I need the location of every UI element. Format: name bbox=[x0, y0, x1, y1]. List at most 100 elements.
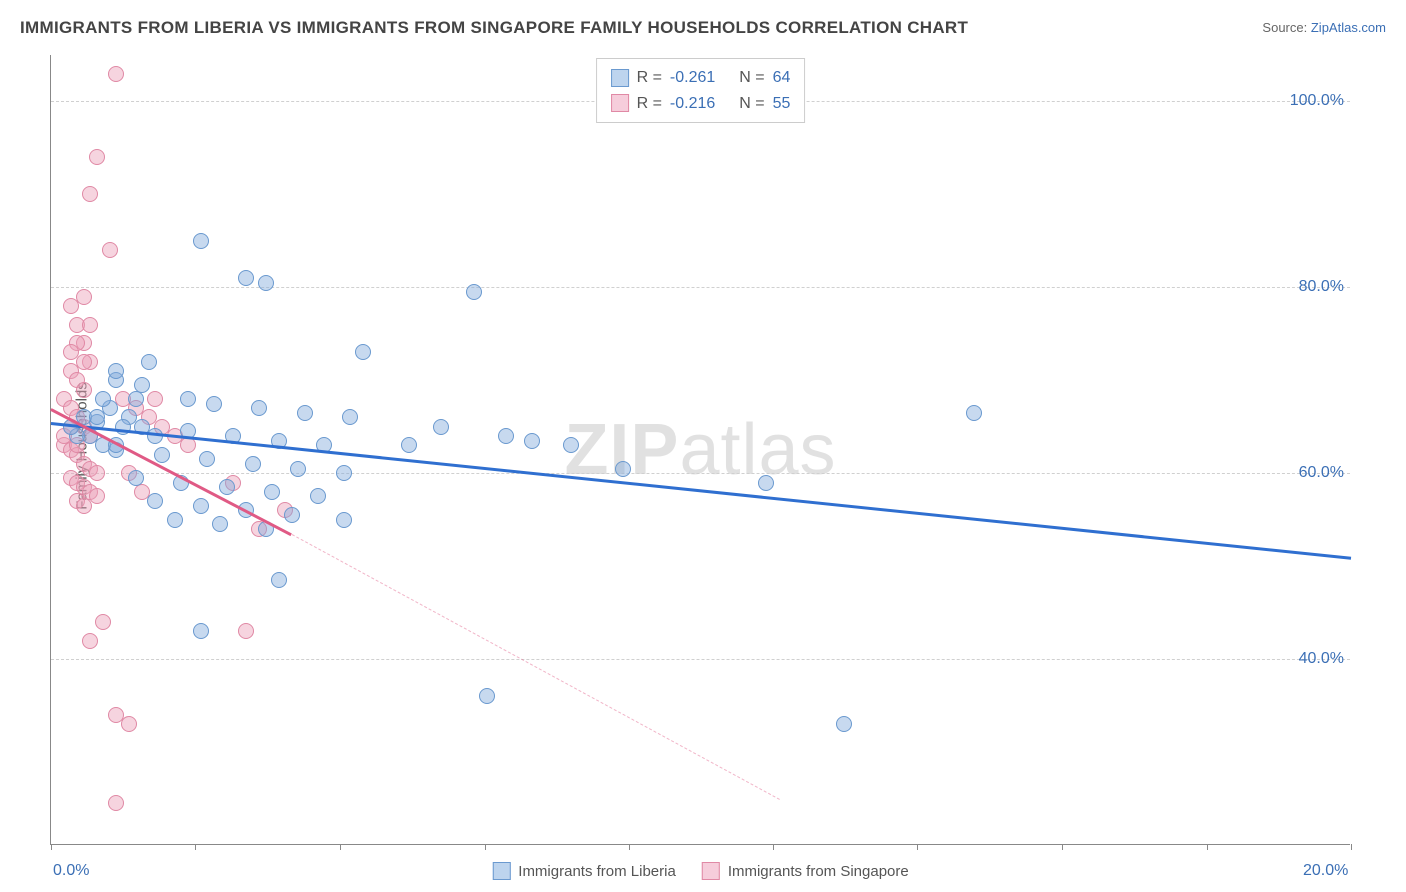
data-point[interactable] bbox=[212, 516, 228, 532]
data-point[interactable] bbox=[108, 363, 124, 379]
data-point[interactable] bbox=[271, 572, 287, 588]
data-point[interactable] bbox=[401, 437, 417, 453]
y-tick-label: 100.0% bbox=[1290, 92, 1344, 110]
n-value-liberia: 64 bbox=[773, 65, 791, 91]
data-point[interactable] bbox=[89, 409, 105, 425]
data-point[interactable] bbox=[147, 391, 163, 407]
data-point[interactable] bbox=[836, 716, 852, 732]
data-point[interactable] bbox=[95, 614, 111, 630]
data-point[interactable] bbox=[245, 456, 261, 472]
data-point[interactable] bbox=[258, 275, 274, 291]
data-point[interactable] bbox=[336, 465, 352, 481]
data-point[interactable] bbox=[193, 233, 209, 249]
data-point[interactable] bbox=[180, 391, 196, 407]
source-link[interactable]: ZipAtlas.com bbox=[1311, 20, 1386, 35]
n-value-singapore: 55 bbox=[773, 91, 791, 117]
x-tick bbox=[195, 844, 196, 850]
data-point[interactable] bbox=[238, 623, 254, 639]
data-point[interactable] bbox=[141, 354, 157, 370]
data-point[interactable] bbox=[524, 433, 540, 449]
data-point[interactable] bbox=[121, 716, 137, 732]
chart-title: IMMIGRANTS FROM LIBERIA VS IMMIGRANTS FR… bbox=[20, 18, 968, 38]
data-point[interactable] bbox=[147, 493, 163, 509]
data-point[interactable] bbox=[154, 447, 170, 463]
data-point[interactable] bbox=[219, 479, 235, 495]
legend-swatch-liberia bbox=[611, 69, 629, 87]
legend-label-liberia: Immigrants from Liberia bbox=[518, 863, 676, 880]
data-point[interactable] bbox=[128, 391, 144, 407]
data-point[interactable] bbox=[251, 400, 267, 416]
data-point[interactable] bbox=[102, 242, 118, 258]
data-point[interactable] bbox=[206, 396, 222, 412]
y-tick-label: 80.0% bbox=[1299, 278, 1344, 296]
data-point[interactable] bbox=[310, 488, 326, 504]
x-tick bbox=[340, 844, 341, 850]
legend-row-liberia: R = -0.261 N = 64 bbox=[611, 65, 791, 91]
x-tick bbox=[1207, 844, 1208, 850]
source-label: Source: bbox=[1262, 20, 1307, 35]
data-point[interactable] bbox=[76, 498, 92, 514]
data-point[interactable] bbox=[82, 186, 98, 202]
data-point[interactable] bbox=[63, 298, 79, 314]
data-point[interactable] bbox=[82, 633, 98, 649]
gridline bbox=[51, 473, 1350, 474]
data-point[interactable] bbox=[342, 409, 358, 425]
data-point[interactable] bbox=[76, 354, 92, 370]
data-point[interactable] bbox=[297, 405, 313, 421]
data-point[interactable] bbox=[193, 623, 209, 639]
data-point[interactable] bbox=[615, 461, 631, 477]
x-tick bbox=[917, 844, 918, 850]
data-point[interactable] bbox=[128, 470, 144, 486]
gridline bbox=[51, 659, 1350, 660]
data-point[interactable] bbox=[498, 428, 514, 444]
data-point[interactable] bbox=[82, 317, 98, 333]
data-point[interactable] bbox=[89, 149, 105, 165]
data-point[interactable] bbox=[433, 419, 449, 435]
data-point[interactable] bbox=[284, 507, 300, 523]
data-point[interactable] bbox=[758, 475, 774, 491]
data-point[interactable] bbox=[167, 512, 183, 528]
data-point[interactable] bbox=[563, 437, 579, 453]
legend-row-singapore: R = -0.216 N = 55 bbox=[611, 91, 791, 117]
data-point[interactable] bbox=[238, 270, 254, 286]
n-label: N = bbox=[739, 91, 764, 117]
data-point[interactable] bbox=[89, 465, 105, 481]
data-point[interactable] bbox=[193, 498, 209, 514]
data-point[interactable] bbox=[199, 451, 215, 467]
y-tick-label: 40.0% bbox=[1299, 650, 1344, 668]
watermark: ZIPatlas bbox=[564, 409, 836, 491]
legend-swatch-singapore bbox=[702, 862, 720, 880]
data-point[interactable] bbox=[264, 484, 280, 500]
r-label: R = bbox=[637, 91, 662, 117]
data-point[interactable] bbox=[290, 461, 306, 477]
r-label: R = bbox=[637, 65, 662, 91]
correlation-legend: R = -0.261 N = 64 R = -0.216 N = 55 bbox=[596, 58, 806, 123]
data-point[interactable] bbox=[966, 405, 982, 421]
legend-item-singapore[interactable]: Immigrants from Singapore bbox=[702, 862, 909, 880]
data-point[interactable] bbox=[108, 795, 124, 811]
legend-label-singapore: Immigrants from Singapore bbox=[728, 863, 909, 880]
data-point[interactable] bbox=[355, 344, 371, 360]
x-tick bbox=[1351, 844, 1352, 850]
data-point[interactable] bbox=[479, 688, 495, 704]
r-value-singapore: -0.216 bbox=[670, 91, 715, 117]
x-tick-label: 0.0% bbox=[53, 862, 89, 880]
data-point[interactable] bbox=[95, 391, 111, 407]
data-point[interactable] bbox=[76, 382, 92, 398]
r-value-liberia: -0.261 bbox=[670, 65, 715, 91]
x-tick bbox=[1062, 844, 1063, 850]
data-point[interactable] bbox=[108, 66, 124, 82]
trend-extrapolation bbox=[291, 534, 779, 800]
source-attribution: Source: ZipAtlas.com bbox=[1262, 20, 1386, 35]
data-point[interactable] bbox=[180, 437, 196, 453]
y-tick-label: 60.0% bbox=[1299, 464, 1344, 482]
x-tick-label: 20.0% bbox=[1303, 862, 1348, 880]
x-tick bbox=[773, 844, 774, 850]
legend-swatch-liberia bbox=[492, 862, 510, 880]
gridline bbox=[51, 287, 1350, 288]
data-point[interactable] bbox=[336, 512, 352, 528]
data-point[interactable] bbox=[466, 284, 482, 300]
legend-item-liberia[interactable]: Immigrants from Liberia bbox=[492, 862, 676, 880]
series-legend: Immigrants from Liberia Immigrants from … bbox=[492, 862, 908, 880]
data-point[interactable] bbox=[147, 428, 163, 444]
